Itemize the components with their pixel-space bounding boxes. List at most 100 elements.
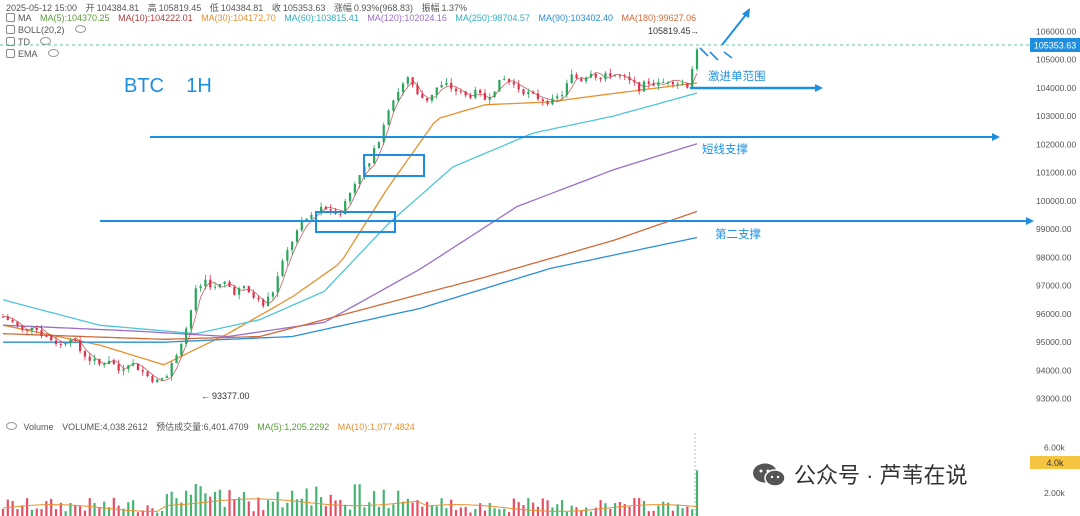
- volume-bar: [286, 502, 289, 516]
- volume-bar: [1, 508, 5, 516]
- indicator-boll[interactable]: BOLL(20,2): [6, 25, 92, 35]
- volume-bar: [334, 500, 337, 516]
- volume-bar: [25, 498, 29, 516]
- change-label: 涨幅: [333, 3, 352, 13]
- candle-body: [223, 281, 226, 285]
- volume-bar: [218, 489, 221, 516]
- candle-body: [430, 94, 434, 101]
- candle-body: [507, 78, 511, 83]
- volume-bar: [50, 498, 53, 516]
- volume-bar: [498, 509, 501, 516]
- candle-body: [560, 94, 564, 97]
- ohlc-header: 2025-05-12 15:00 开 104384.81 高 105819.45 低…: [6, 1, 473, 14]
- candle-body: [132, 363, 135, 366]
- candle-body: [527, 91, 530, 95]
- candle-body: [266, 296, 270, 307]
- candle-body: [6, 316, 9, 320]
- candle-body: [276, 276, 279, 293]
- candle-body: [392, 100, 395, 111]
- ema-toggle-icon[interactable]: [6, 49, 15, 58]
- eye-icon[interactable]: [74, 25, 86, 33]
- candle-body: [628, 76, 631, 81]
- volume-bar: [426, 501, 429, 516]
- volume-bar: [252, 511, 255, 516]
- candle-body: [401, 83, 405, 93]
- eye-icon[interactable]: [40, 37, 51, 45]
- watermark: 公众号 · 芦苇在说: [752, 458, 968, 490]
- volume-bar: [40, 509, 43, 516]
- indicator-ema[interactable]: EMA: [6, 49, 65, 59]
- boll-toggle-icon[interactable]: [6, 25, 15, 34]
- ma-item-5: MA(250):98704.57: [455, 13, 530, 23]
- candle-body: [580, 78, 583, 82]
- volume-bar: [440, 498, 443, 516]
- candle-body: [691, 68, 694, 88]
- forecast-up-line: [721, 11, 749, 46]
- candle-body: [570, 74, 573, 84]
- high-arrow-icon: →: [690, 26, 699, 36]
- high-value: 105819.45: [158, 3, 202, 13]
- candle-body: [686, 83, 689, 88]
- volume-bar: [319, 497, 323, 516]
- candle-body: [498, 79, 501, 92]
- y-tick-label: 96000.00: [1036, 309, 1072, 319]
- volume-bar: [238, 497, 241, 516]
- volume-bar: [411, 502, 414, 516]
- volume-bar: [146, 505, 149, 516]
- ma-item-7: MA(180):99627.06: [621, 13, 697, 23]
- volume-bar: [686, 506, 689, 516]
- candle-body: [329, 209, 332, 211]
- y-tick-label: 106000.00: [1036, 26, 1076, 36]
- watermark-text: 公众号 · 芦苇在说: [794, 463, 968, 488]
- zone-label: 激进单范围: [708, 69, 766, 83]
- candle-body: [541, 99, 544, 101]
- indicator-td[interactable]: TD: [6, 37, 57, 47]
- candle-body: [657, 82, 660, 86]
- volume-bar: [199, 486, 202, 516]
- candle-body: [666, 81, 670, 83]
- candle-body: [35, 328, 38, 331]
- td-toggle-icon[interactable]: [6, 37, 15, 46]
- candle-body: [295, 230, 299, 242]
- volume-bar: [618, 501, 621, 516]
- volume-header: Volume VOLUME:4,038.2612 预估成交量:6,401.470…: [6, 420, 421, 433]
- volume-bar: [652, 510, 655, 516]
- ma-toggle-icon[interactable]: [6, 13, 15, 22]
- volume-bar: [112, 497, 115, 516]
- candle-body: [319, 206, 323, 214]
- candle-body: [469, 95, 472, 98]
- candle-body: [344, 201, 347, 215]
- candle-body: [252, 292, 255, 298]
- low-value: 104384.81: [220, 3, 264, 13]
- candle-body: [623, 75, 626, 77]
- volume-bar: [556, 504, 559, 516]
- candle-body: [676, 83, 679, 85]
- candle-body: [25, 329, 29, 331]
- candle-body: [358, 175, 361, 184]
- support1-arrow-icon: [992, 133, 1000, 141]
- candle-body: [189, 310, 193, 329]
- candle-body: [450, 82, 453, 89]
- candle-body: [21, 325, 24, 330]
- collapse-icon[interactable]: [6, 422, 17, 430]
- ma-line: [2, 143, 698, 338]
- candle-body: [440, 84, 443, 88]
- candle-body: [238, 288, 241, 295]
- ma-header: MA MA(5):104370.25 MA(10):104222.01 MA(3…: [6, 13, 702, 23]
- volume-bar: [59, 502, 62, 516]
- volume-bar: [662, 501, 665, 516]
- volume-bar: [479, 503, 482, 516]
- volume-bar: [141, 510, 144, 516]
- candle-body: [445, 82, 448, 85]
- volume-bar: [64, 511, 67, 516]
- volume-bars: [1, 470, 699, 516]
- eye-icon[interactable]: [47, 49, 59, 57]
- volume-bar: [266, 500, 270, 516]
- volume-bar: [565, 511, 568, 516]
- volume-bar: [599, 500, 602, 516]
- candle-body: [122, 368, 125, 371]
- candle-body: [599, 77, 602, 80]
- volume-bar: [681, 508, 684, 516]
- y-tick-label: 94000.00: [1036, 365, 1072, 375]
